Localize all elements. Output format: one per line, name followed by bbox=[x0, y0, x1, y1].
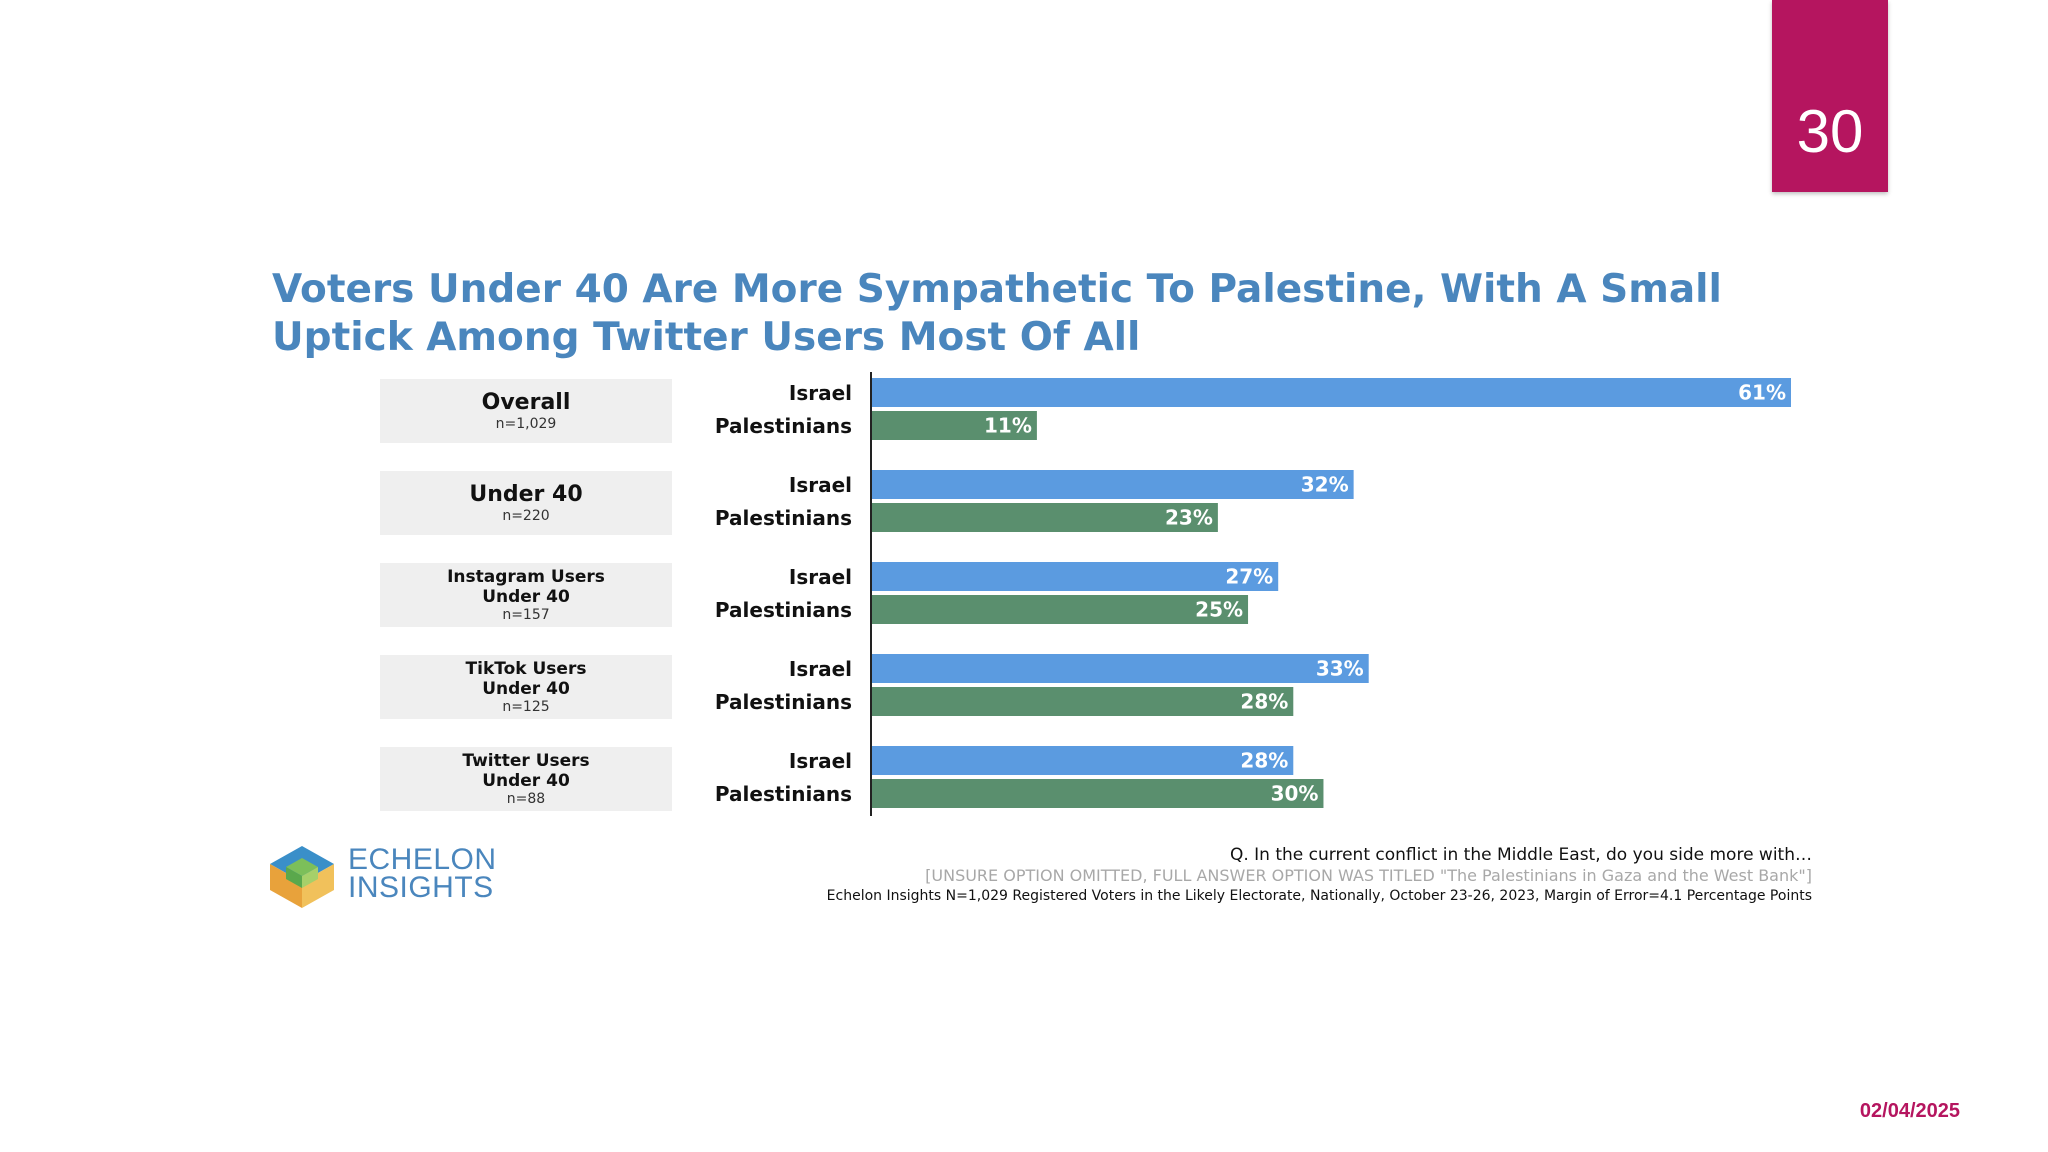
question-text: Q. In the current conflict in the Middle… bbox=[1229, 845, 1812, 865]
group-label-box: TikTok Users Under 40 n=125 bbox=[380, 655, 672, 719]
group-label-box: Instagram Users Under 40 n=157 bbox=[380, 563, 672, 627]
series-label-israel: Israel bbox=[788, 565, 852, 589]
data-label-palestinians: 25% bbox=[1195, 598, 1243, 622]
group-name: Under 40 bbox=[482, 678, 570, 699]
chart-title: Voters Under 40 Are More Sympathetic To … bbox=[272, 267, 1722, 360]
footnotes: Q. In the current conflict in the Middle… bbox=[827, 844, 1812, 906]
data-label-israel: 27% bbox=[1225, 565, 1273, 589]
group-label-box: Under 40 n=220 bbox=[380, 471, 672, 535]
data-label-israel: 33% bbox=[1316, 657, 1364, 681]
footer-date: 02/04/2025 bbox=[1859, 1100, 1960, 1122]
series-label-palestinians: Palestinians bbox=[714, 506, 852, 530]
group-name: Under 40 bbox=[482, 586, 570, 607]
group-name: TikTok Users bbox=[465, 658, 587, 679]
bar-israel bbox=[871, 746, 1294, 775]
source-text: Echelon Insights N=1,029 Registered Vote… bbox=[826, 888, 1812, 904]
group-name: Under 40 bbox=[469, 481, 583, 507]
page-number-badge: 30 bbox=[1772, 0, 1888, 192]
group-sample-size: n=157 bbox=[502, 606, 550, 623]
series-label-palestinians: Palestinians bbox=[714, 782, 852, 806]
logo-line-2: INSIGHTS bbox=[348, 871, 494, 904]
bar-palestinians bbox=[871, 503, 1218, 532]
data-label-israel: 61% bbox=[1738, 381, 1786, 405]
group-name: Under 40 bbox=[482, 770, 570, 791]
series-label-israel: Israel bbox=[788, 657, 852, 681]
group-label-box: Overall n=1,029 bbox=[380, 379, 672, 443]
echelon-logo-icon bbox=[270, 846, 334, 908]
data-label-palestinians: 23% bbox=[1165, 506, 1213, 530]
data-label-israel: 32% bbox=[1301, 473, 1349, 497]
data-label-palestinians: 28% bbox=[1240, 690, 1288, 714]
bar-israel bbox=[871, 470, 1354, 499]
group-name: Twitter Users bbox=[462, 750, 590, 771]
bar-palestinians bbox=[871, 411, 1037, 440]
answer-note: [UNSURE OPTION OMITTED, FULL ANSWER OPTI… bbox=[925, 866, 1812, 885]
group-sample-size: n=125 bbox=[502, 698, 550, 715]
data-label-palestinians: 30% bbox=[1271, 782, 1319, 806]
series-label-palestinians: Palestinians bbox=[714, 598, 852, 622]
bar-palestinians bbox=[871, 779, 1324, 808]
bar-israel bbox=[871, 562, 1279, 591]
bar-palestinians bbox=[871, 687, 1294, 716]
series-label-israel: Israel bbox=[788, 381, 852, 405]
group-label-box: Twitter Users Under 40 n=88 bbox=[380, 747, 672, 811]
logo-text: ECHELON INSIGHTS bbox=[348, 843, 497, 904]
group-name: Overall bbox=[481, 389, 571, 415]
group-name: Instagram Users bbox=[447, 566, 605, 587]
group-sample-size: n=88 bbox=[506, 790, 546, 807]
group-sample-size: n=220 bbox=[502, 507, 550, 524]
series-label-palestinians: Palestinians bbox=[714, 414, 852, 438]
group-sample-size: n=1,029 bbox=[495, 415, 557, 432]
page-number: 30 bbox=[1796, 98, 1864, 165]
series-label-palestinians: Palestinians bbox=[714, 690, 852, 714]
data-label-israel: 28% bbox=[1240, 749, 1288, 773]
data-label-palestinians: 11% bbox=[984, 414, 1032, 438]
series-label-israel: Israel bbox=[788, 749, 852, 773]
bar-israel bbox=[871, 378, 1791, 407]
bar-israel bbox=[871, 654, 1369, 683]
logo-line-1: ECHELON bbox=[348, 843, 497, 876]
series-label-israel: Israel bbox=[788, 473, 852, 497]
bar-palestinians bbox=[871, 595, 1249, 624]
